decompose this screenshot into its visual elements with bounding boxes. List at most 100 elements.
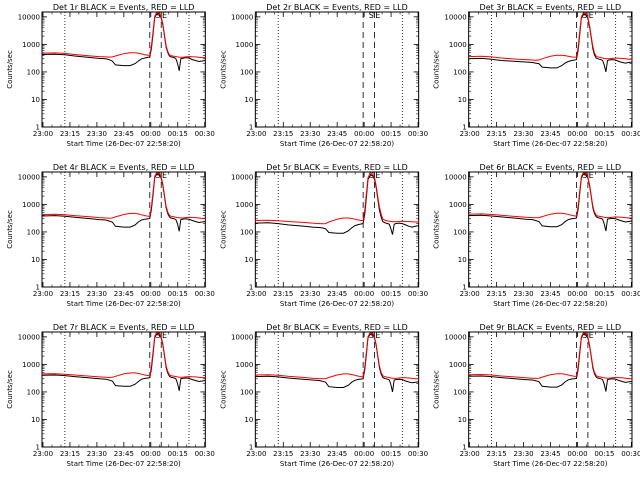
x-tick-label: 23:15	[487, 130, 507, 138]
x-tick-label: 00:00	[354, 290, 374, 298]
series-line-events	[255, 333, 419, 393]
panel-title: Det 7r BLACK = Events, RED = LLD	[53, 323, 195, 332]
y-tick-label: 10000	[231, 173, 253, 181]
plot-frame	[41, 171, 206, 288]
y-tick-label: 100	[453, 228, 466, 236]
y-tick-label: 1	[36, 444, 40, 452]
y-tick-label: 10000	[231, 13, 253, 21]
series-line-events	[41, 13, 206, 71]
x-tick-label: 00:30	[195, 290, 215, 298]
series-line-events	[468, 13, 633, 73]
x-tick-label: 23:45	[540, 450, 560, 458]
x-tick-label: 23:30	[513, 290, 533, 298]
y-tick-label: 1	[249, 124, 253, 132]
series-line-lld	[41, 332, 206, 379]
x-tick-label: 00:00	[567, 290, 587, 298]
y-tick-label: 100	[240, 68, 253, 76]
x-axis-label: Start Time (26-Dec-07 22:58:20)	[280, 460, 394, 468]
y-axis-label: Counts/sec	[219, 370, 227, 409]
marker-label-s: S	[155, 11, 160, 20]
x-tick-label: 00:15	[594, 290, 614, 298]
x-tick-label: 00:30	[195, 450, 215, 458]
y-tick-label: 10000	[444, 333, 466, 341]
y-tick-label: 1	[462, 284, 466, 292]
plot-frame	[468, 11, 633, 128]
plot-frame	[254, 331, 420, 448]
series-line-events	[41, 173, 206, 232]
y-tick-label: 100	[27, 388, 40, 396]
x-axis-label: Start Time (26-Dec-07 22:58:20)	[493, 300, 607, 308]
x-tick-label: 00:15	[381, 130, 401, 138]
x-tick-label: 00:15	[168, 290, 188, 298]
y-tick-label: 1	[36, 124, 40, 132]
x-tick-label: 00:15	[594, 450, 614, 458]
panel-title: Det 1r BLACK = Events, RED = LLD	[53, 3, 195, 12]
y-tick-label: 1	[462, 444, 466, 452]
x-axis-label: Start Time (26-Dec-07 22:58:20)	[280, 300, 394, 308]
y-axis-label: Counts/sec	[433, 50, 441, 89]
x-tick-label: 00:15	[381, 450, 401, 458]
x-tick-label: 23:45	[540, 290, 560, 298]
x-tick-label: 00:00	[567, 450, 587, 458]
y-tick-label: 10	[458, 416, 467, 424]
y-tick-label: 1000	[236, 41, 254, 49]
x-tick-label: 23:30	[513, 130, 533, 138]
y-tick-label: 1	[462, 124, 466, 132]
x-tick-label: 00:30	[408, 130, 428, 138]
series-line-events	[468, 333, 633, 392]
y-tick-label: 10	[244, 256, 253, 264]
y-tick-label: 100	[240, 228, 253, 236]
y-tick-label: 10	[458, 256, 467, 264]
x-tick-label: 23:15	[60, 130, 80, 138]
x-tick-label: 23:00	[246, 450, 266, 458]
series-line-lld	[255, 173, 419, 225]
x-tick-label: 00:15	[168, 450, 188, 458]
x-tick-label: 00:00	[141, 290, 161, 298]
marker-label-e: E	[162, 331, 167, 340]
y-tick-label: 100	[240, 388, 253, 396]
y-tick-label: 10	[31, 416, 40, 424]
y-tick-label: 100	[453, 68, 466, 76]
y-tick-label: 10000	[231, 333, 253, 341]
x-tick-label: 23:45	[114, 450, 134, 458]
marker-label-e: E	[375, 171, 380, 180]
y-tick-label: 1	[249, 284, 253, 292]
panel-title: Det 4r BLACK = Events, RED = LLD	[53, 163, 195, 172]
marker-label-e: E	[589, 331, 594, 340]
y-tick-label: 10	[31, 256, 40, 264]
panel-title: Det 9r BLACK = Events, RED = LLD	[480, 323, 622, 332]
panel-det-2: Det 2r BLACK = Events, RED = LLD 1 10 100 10…	[219, 3, 428, 148]
x-tick-label: 23:00	[460, 450, 480, 458]
x-axis-label: Start Time (26-Dec-07 22:58:20)	[67, 300, 181, 308]
series-line-lld	[468, 332, 632, 380]
x-tick-label: 23:45	[327, 450, 347, 458]
panel-title: Det 3r BLACK = Events, RED = LLD	[480, 3, 622, 12]
x-tick-label: 23:15	[487, 450, 507, 458]
panel-det-3: Det 3r BLACK = Events, RED = LLD 1 10 100 10…	[433, 3, 640, 148]
marker-label-s: S	[582, 11, 587, 20]
y-tick-label: 10000	[444, 173, 466, 181]
x-tick-label: 23:30	[87, 130, 107, 138]
series-line-lld	[468, 12, 632, 61]
panel-title: Det 6r BLACK = Events, RED = LLD	[480, 163, 622, 172]
y-tick-label: 10000	[18, 333, 40, 341]
x-tick-label: 23:00	[33, 130, 53, 138]
x-tick-label: 23:15	[273, 450, 293, 458]
x-tick-label: 23:30	[513, 450, 533, 458]
x-tick-label: 00:30	[408, 450, 428, 458]
x-axis-label: Start Time (26-Dec-07 22:58:20)	[67, 460, 181, 468]
panel-det-6: Det 6r BLACK = Events, RED = LLD 1 10 100 10…	[433, 163, 640, 308]
y-tick-label: 10000	[18, 13, 40, 21]
x-tick-label: 00:30	[408, 290, 428, 298]
x-tick-label: 23:30	[300, 130, 320, 138]
y-tick-label: 1000	[236, 201, 254, 209]
x-tick-label: 00:30	[621, 290, 640, 298]
x-tick-label: 00:15	[594, 130, 614, 138]
x-tick-label: 23:00	[246, 290, 266, 298]
x-tick-label: 23:45	[114, 290, 134, 298]
marker-label-e: E	[162, 11, 167, 20]
y-tick-label: 10	[244, 96, 253, 104]
panel-title: Det 2r BLACK = Events, RED = LLD	[266, 3, 408, 12]
marker-label-s: S	[155, 331, 160, 340]
